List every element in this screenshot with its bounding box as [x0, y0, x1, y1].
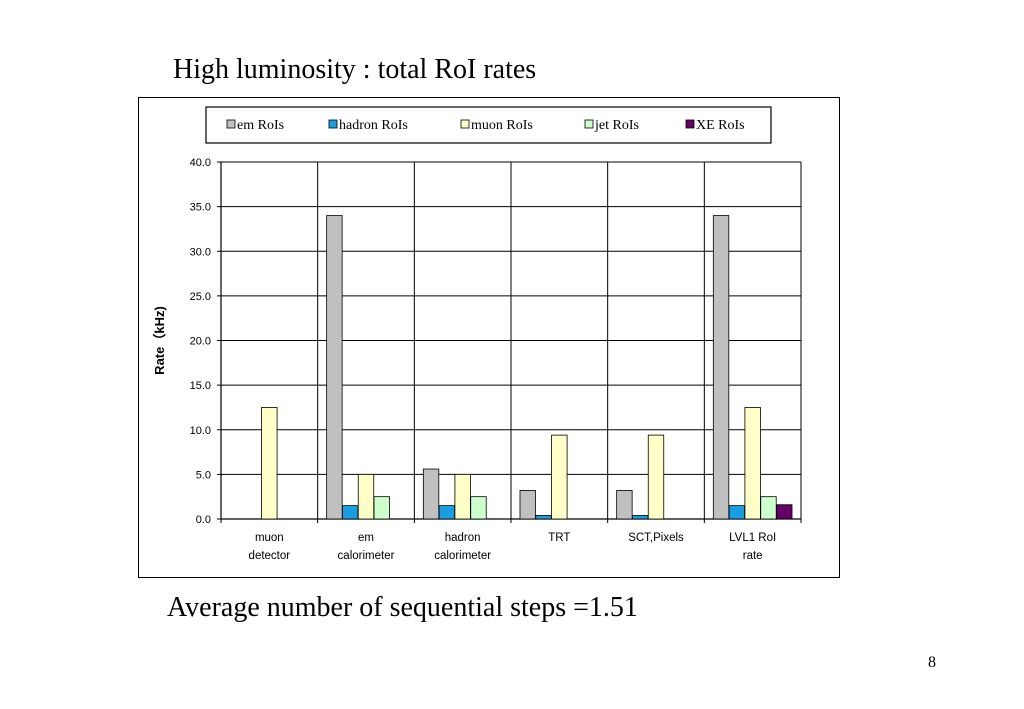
legend-swatch — [328, 119, 338, 129]
bar — [342, 505, 359, 520]
x-tick-label: detector — [249, 550, 291, 562]
bar — [422, 468, 440, 520]
x-tick-label: SCT,Pixels — [628, 532, 684, 544]
y-tick-label: 0.0 — [196, 514, 211, 526]
chart-frame: em RoIs hadron RoIs muon RoIs jet RoIs XE Ro… — [138, 97, 840, 578]
y-axis-title: Rate（kHz) — [152, 306, 167, 375]
x-tick-label: rate — [743, 550, 763, 562]
legend-swatch — [460, 119, 470, 129]
y-tick-label: 35.0 — [190, 202, 211, 214]
bar — [454, 473, 471, 520]
x-tick-label: calorimeter — [338, 550, 395, 562]
legend-label: em RoIs — [237, 118, 284, 133]
bar — [519, 490, 536, 520]
bar — [760, 496, 777, 520]
bar-chart: em RoIs hadron RoIs muon RoIs jet RoIs XE Ro… — [152, 106, 802, 562]
bar — [647, 434, 665, 520]
bar — [551, 434, 568, 520]
legend-swatch — [584, 119, 594, 129]
legend-box — [205, 106, 772, 144]
bar — [728, 505, 746, 520]
bar — [535, 515, 552, 520]
x-tick-label: TRT — [548, 532, 570, 544]
y-tick-label: 25.0 — [190, 291, 211, 303]
x-tick-label: LVL1 RoI — [729, 532, 776, 544]
legend-label: XE RoIs — [696, 118, 745, 133]
legend-swatch — [226, 119, 236, 129]
y-tick-label: 40.0 — [190, 157, 211, 169]
y-tick-label: 5.0 — [196, 469, 211, 481]
bar — [712, 215, 730, 520]
bar — [357, 473, 375, 520]
x-tick-label: muon — [255, 532, 284, 544]
slide-subtitle: Average number of sequential steps =1.51 — [167, 592, 638, 623]
page-number: 8 — [928, 654, 936, 671]
y-tick-label: 20.0 — [190, 336, 211, 348]
y-tick-label: 30.0 — [190, 246, 211, 258]
x-tick-label: hadron — [445, 532, 481, 544]
bar — [470, 496, 487, 520]
y-tick-label: 10.0 — [190, 425, 211, 437]
bar — [776, 504, 793, 520]
bar — [373, 496, 390, 520]
y-tick-label: 15.0 — [190, 380, 211, 392]
bar — [632, 515, 649, 520]
legend-swatch — [685, 119, 695, 129]
bar — [261, 407, 278, 520]
bar — [744, 407, 761, 520]
legend-label: hadron RoIs — [339, 118, 408, 133]
bar — [616, 490, 633, 520]
legend-label: jet RoIs — [594, 118, 639, 133]
bar — [326, 215, 343, 520]
x-tick-label: em — [358, 532, 374, 544]
x-tick-label: calorimeter — [434, 550, 491, 562]
bar — [438, 505, 456, 520]
slide-title: High luminosity : total RoI rates — [173, 54, 537, 85]
legend-label: muon RoIs — [471, 118, 533, 133]
